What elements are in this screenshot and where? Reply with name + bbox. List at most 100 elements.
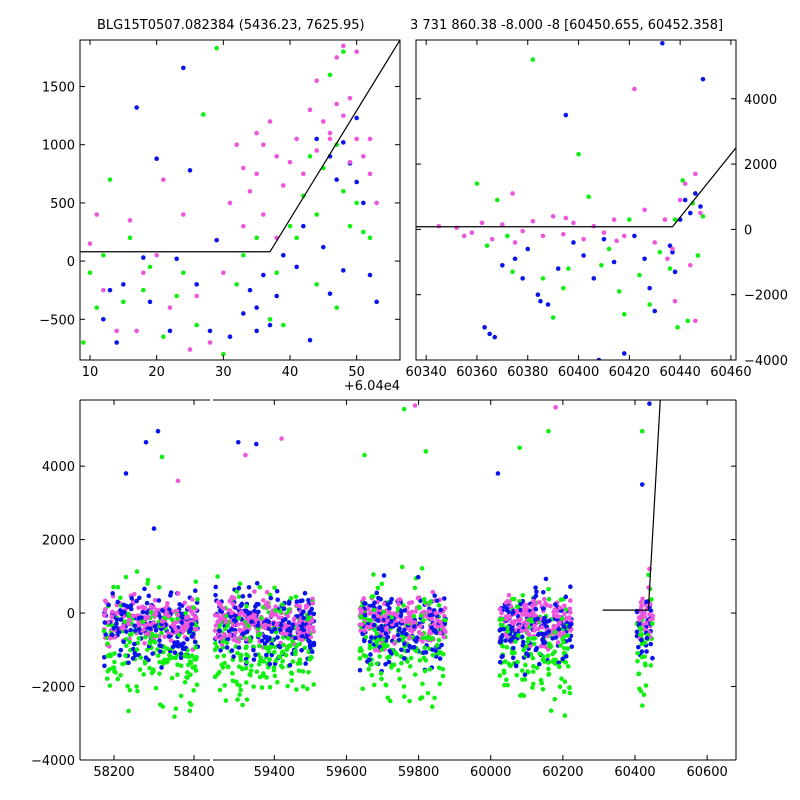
- data-point: [399, 618, 405, 624]
- data-point: [636, 644, 641, 650]
- data-point: [569, 644, 575, 649]
- data-point: [558, 643, 563, 648]
- data-point: [648, 641, 654, 647]
- data-point: [667, 243, 673, 249]
- data-point: [161, 334, 166, 340]
- data-point: [148, 604, 154, 609]
- data-point: [374, 590, 380, 596]
- data-point: [682, 181, 688, 186]
- data-point: [526, 631, 531, 637]
- data-point: [288, 670, 294, 675]
- axes-frame: [415, 39, 737, 361]
- data-point: [439, 623, 444, 629]
- data-point: [244, 659, 250, 665]
- data-point: [354, 200, 359, 206]
- data-point: [164, 646, 170, 652]
- data-point: [606, 246, 612, 252]
- data-point: [361, 638, 367, 644]
- data-point: [632, 86, 637, 92]
- data-point: [667, 266, 673, 271]
- data-point: [359, 622, 365, 627]
- data-point: [503, 614, 509, 619]
- data-point: [560, 616, 565, 622]
- data-point: [167, 305, 173, 310]
- data-point: [306, 629, 312, 635]
- data-point: [634, 608, 640, 614]
- data-point: [234, 142, 239, 148]
- x-tick-label: 10: [82, 365, 99, 380]
- x-tick-label: 59800: [398, 765, 439, 780]
- data-point: [297, 630, 303, 636]
- data-point: [285, 613, 291, 619]
- data-point: [389, 596, 394, 602]
- data-point: [224, 640, 230, 646]
- data-point: [151, 667, 156, 672]
- data-point: [379, 676, 384, 682]
- data-point: [153, 611, 159, 617]
- data-point: [517, 624, 522, 630]
- data-point: [301, 171, 306, 177]
- data-point: [235, 622, 241, 627]
- data-point: [621, 311, 627, 317]
- data-point: [192, 626, 197, 632]
- data-point: [581, 236, 586, 242]
- data-point: [512, 596, 517, 602]
- data-point: [552, 696, 558, 702]
- data-point: [401, 656, 407, 661]
- data-point: [429, 612, 434, 618]
- data-point: [297, 598, 303, 604]
- data-point: [354, 115, 359, 121]
- data-point: [538, 643, 544, 649]
- data-point: [601, 236, 607, 242]
- data-point: [301, 615, 307, 621]
- data-point: [194, 282, 199, 287]
- data-point: [387, 605, 392, 611]
- data-point: [273, 611, 279, 617]
- data-point: [173, 655, 178, 661]
- data-point: [642, 207, 647, 213]
- data-point: [354, 179, 359, 185]
- data-point: [665, 256, 670, 262]
- data-point: [334, 101, 339, 107]
- data-point: [637, 616, 643, 622]
- data-point: [556, 626, 562, 632]
- data-point: [146, 593, 152, 599]
- data-point: [378, 596, 383, 602]
- data-point: [367, 235, 373, 241]
- data-point: [157, 671, 162, 676]
- data-point: [341, 268, 346, 273]
- data-point: [212, 647, 218, 653]
- data-point: [307, 639, 312, 644]
- data-point: [215, 654, 220, 659]
- data-point: [652, 240, 658, 245]
- data-point: [126, 708, 131, 714]
- model-curve: [602, 400, 661, 611]
- data-point: [254, 581, 260, 586]
- data-point: [280, 602, 285, 607]
- data-point: [114, 611, 120, 616]
- data-point: [101, 316, 106, 322]
- data-point: [693, 318, 698, 324]
- data-point: [538, 298, 543, 304]
- data-point: [232, 630, 238, 636]
- data-point: [517, 445, 522, 451]
- data-point: [141, 255, 146, 260]
- data-point: [358, 614, 364, 619]
- data-point: [360, 686, 365, 692]
- data-point: [525, 246, 531, 252]
- data-point: [169, 655, 174, 660]
- data-point: [494, 197, 500, 203]
- data-point: [504, 645, 510, 650]
- data-point: [640, 596, 645, 602]
- data-point: [234, 679, 239, 685]
- data-point: [87, 241, 93, 246]
- data-point: [228, 614, 233, 619]
- data-point: [396, 668, 401, 673]
- data-point: [225, 664, 231, 669]
- data-point: [286, 643, 291, 649]
- data-point: [238, 610, 244, 615]
- data-point: [563, 654, 569, 659]
- data-point: [680, 178, 685, 183]
- data-point: [154, 156, 159, 161]
- data-point: [252, 589, 257, 594]
